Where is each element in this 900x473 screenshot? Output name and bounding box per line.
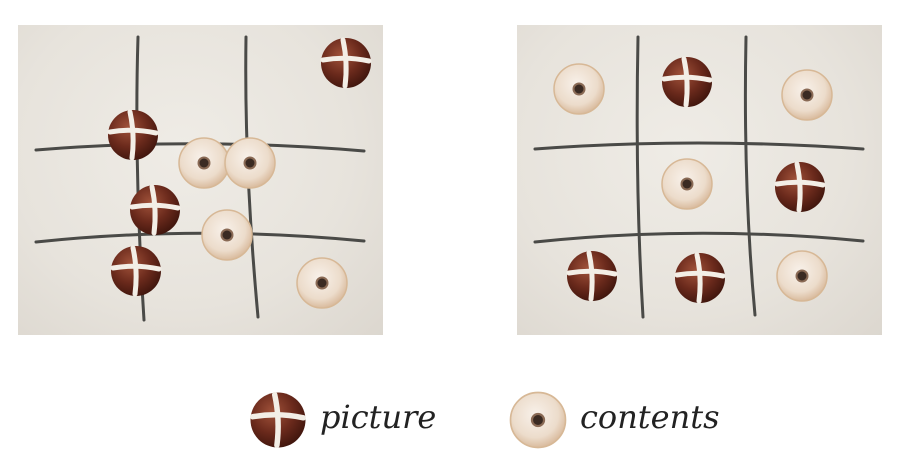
- sugared-donut-icon: [178, 137, 230, 189]
- hot-cross-bun-icon: [248, 390, 308, 450]
- hot-cross-bun-icon: [111, 246, 161, 296]
- hot-cross-bun-icon: [775, 162, 825, 212]
- sugared-donut-icon: [509, 391, 567, 449]
- hot-cross-bun-icon: [567, 251, 617, 301]
- sugared-donut-icon: [201, 209, 253, 261]
- sugared-donut-icon: [224, 137, 276, 189]
- grid-line: [533, 231, 865, 244]
- hot-cross-bun-icon: [130, 185, 180, 235]
- right-board-image: [517, 25, 882, 335]
- sugared-donut-icon: [776, 250, 828, 302]
- grid-line: [743, 35, 757, 317]
- grid-line: [635, 35, 645, 319]
- hot-cross-bun-icon: [675, 253, 725, 303]
- grid-line: [533, 141, 865, 151]
- sugared-donut-icon: [781, 69, 833, 121]
- sugared-donut-icon: [553, 63, 605, 115]
- hot-cross-bun-icon: [108, 110, 158, 160]
- left-grid-photo: [34, 35, 383, 322]
- legend-label-contents: contents: [580, 398, 720, 436]
- grid-line: [34, 231, 366, 244]
- hot-cross-bun-icon: [321, 38, 371, 88]
- right-grid-photo: [533, 35, 865, 319]
- hot-cross-bun-icon: [662, 57, 712, 107]
- sugared-donut-icon: [661, 158, 713, 210]
- legend-label-picture: picture: [320, 398, 437, 436]
- left-board-image: [18, 25, 383, 335]
- sugared-donut-icon: [296, 257, 348, 309]
